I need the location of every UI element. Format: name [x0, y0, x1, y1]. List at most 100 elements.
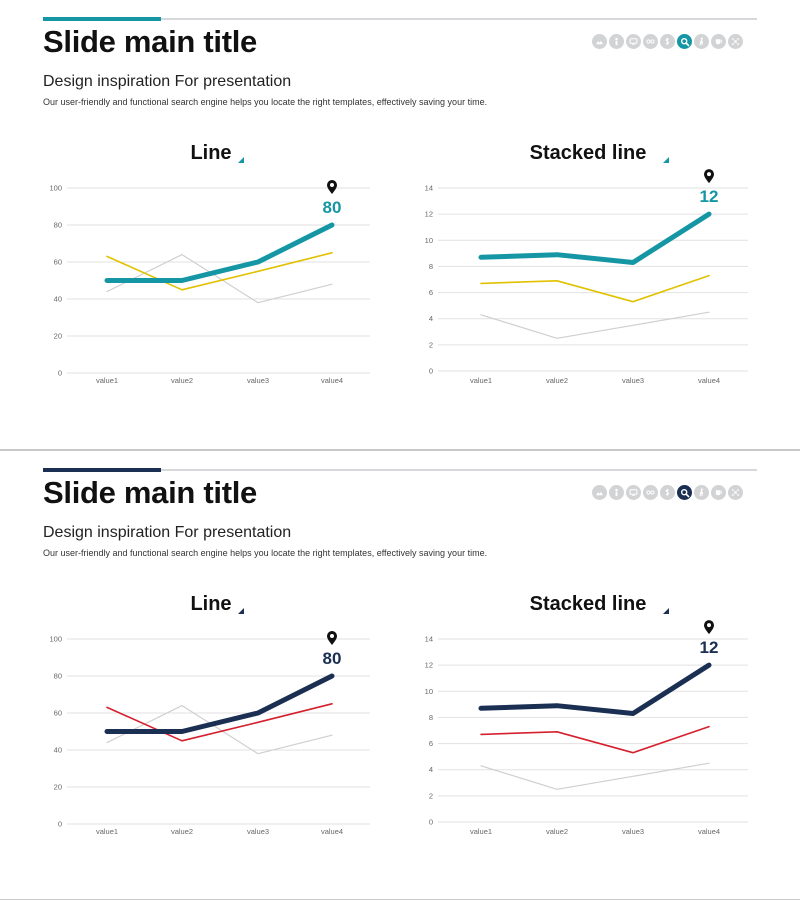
y-tick-label: 4	[429, 765, 433, 774]
search-icon[interactable]	[677, 34, 692, 49]
x-tick-label: value4	[321, 376, 343, 385]
y-tick-label: 2	[429, 791, 433, 800]
y-tick-label: 60	[54, 258, 62, 267]
slide-2: Slide main title Design inspiration For …	[0, 450, 800, 900]
y-tick-label: 80	[54, 672, 62, 681]
series-line-2	[480, 274, 710, 303]
person-info-icon[interactable]	[609, 485, 624, 500]
x-tick-label: value3	[247, 376, 269, 385]
x-tick-label: value4	[698, 827, 720, 836]
title-corner-marker	[238, 608, 244, 614]
y-tick-label: 8	[429, 262, 433, 271]
x-tick-label: value2	[546, 376, 568, 385]
x-tick-label: value3	[622, 827, 644, 836]
y-tick-label: 20	[54, 783, 62, 792]
slide-subtitle: Design inspiration For presentation	[43, 524, 292, 541]
x-tick-label: value2	[171, 827, 193, 836]
y-tick-label: 80	[54, 221, 62, 230]
title-corner-marker	[663, 608, 669, 614]
series-line-1	[480, 311, 710, 339]
monitor-icon[interactable]	[626, 485, 641, 500]
cup-icon[interactable]	[711, 34, 726, 49]
location-pin-icon	[704, 169, 714, 184]
chart-title: Line	[190, 142, 231, 164]
title-corner-marker	[238, 157, 244, 163]
slide-description: Our user-friendly and functional search …	[43, 548, 488, 558]
header-rule	[161, 469, 757, 471]
money-icon[interactable]	[660, 34, 675, 49]
series-line-3	[478, 662, 712, 716]
y-tick-label: 100	[49, 184, 62, 193]
series-line-2	[106, 703, 333, 742]
person-walking-icon[interactable]	[694, 485, 709, 500]
location-pin-icon	[704, 620, 714, 635]
network-icon[interactable]	[728, 485, 743, 500]
x-tick-label: value3	[247, 827, 269, 836]
search-icon[interactable]	[677, 485, 692, 500]
slide-1: Slide main title Design inspiration For …	[0, 17, 800, 450]
x-tick-label: value1	[470, 376, 492, 385]
landscape-icon[interactable]	[592, 34, 607, 49]
y-tick-label: 10	[425, 687, 433, 696]
series-line-2	[106, 252, 333, 291]
slide-subtitle: Design inspiration For presentation	[43, 73, 292, 90]
cup-icon[interactable]	[711, 485, 726, 500]
chart-1: Line 0 20 40 60 80 100 value1 value2 value3 value4…	[49, 593, 370, 836]
money-icon[interactable]	[660, 485, 675, 500]
x-tick-label: value1	[96, 376, 118, 385]
y-tick-label: 0	[58, 820, 62, 829]
series-line-3	[478, 211, 712, 265]
x-tick-label: value4	[321, 827, 343, 836]
y-tick-label: 0	[429, 818, 433, 827]
header-rule	[161, 18, 757, 20]
chart-title: Stacked line	[530, 142, 647, 164]
y-tick-label: 14	[425, 635, 433, 644]
location-pin-icon	[327, 180, 337, 194]
x-tick-label: value1	[470, 827, 492, 836]
callout-value: 80	[323, 649, 342, 668]
icon-toolbar	[592, 34, 743, 49]
y-tick-label: 6	[429, 288, 433, 297]
series-line-3	[104, 222, 335, 283]
callout-value: 12	[700, 187, 719, 206]
series-line-1	[480, 762, 710, 790]
y-tick-label: 60	[54, 709, 62, 718]
glasses-icon[interactable]	[643, 485, 658, 500]
title-accent-bar	[43, 468, 161, 472]
y-tick-label: 8	[429, 713, 433, 722]
series-line-3	[104, 673, 335, 734]
landscape-icon[interactable]	[592, 485, 607, 500]
callout-value: 12	[700, 638, 719, 657]
chart-title: Line	[190, 593, 231, 615]
x-tick-label: value1	[96, 827, 118, 836]
icon-toolbar	[592, 485, 743, 500]
y-tick-label: 0	[429, 367, 433, 376]
y-tick-label: 20	[54, 332, 62, 341]
location-pin-icon	[327, 631, 337, 645]
chart-2: Stacked line 0 2 4 6 8 10 12 14 value1 value2 value…	[425, 142, 748, 385]
monitor-icon[interactable]	[626, 34, 641, 49]
y-tick-label: 12	[425, 210, 433, 219]
y-tick-label: 6	[429, 739, 433, 748]
glasses-icon[interactable]	[643, 34, 658, 49]
y-tick-label: 40	[54, 746, 62, 755]
slide-main-title: Slide main title	[43, 475, 257, 510]
y-tick-label: 14	[425, 184, 433, 193]
network-icon[interactable]	[728, 34, 743, 49]
chart-1: Line 0 20 40 60 80 100 value1 value2 value3 value4…	[49, 142, 370, 385]
callout-value: 80	[323, 198, 342, 217]
chart-title: Stacked line	[530, 593, 647, 615]
x-tick-label: value4	[698, 376, 720, 385]
person-walking-icon[interactable]	[694, 34, 709, 49]
y-tick-label: 12	[425, 661, 433, 670]
chart-2: Stacked line 0 2 4 6 8 10 12 14 value1 value2 value…	[425, 593, 748, 836]
y-tick-label: 10	[425, 236, 433, 245]
y-tick-label: 2	[429, 340, 433, 349]
person-info-icon[interactable]	[609, 34, 624, 49]
series-line-2	[480, 725, 710, 754]
y-tick-label: 4	[429, 314, 433, 323]
y-tick-label: 0	[58, 369, 62, 378]
x-tick-label: value2	[546, 827, 568, 836]
slide-description: Our user-friendly and functional search …	[43, 97, 488, 107]
